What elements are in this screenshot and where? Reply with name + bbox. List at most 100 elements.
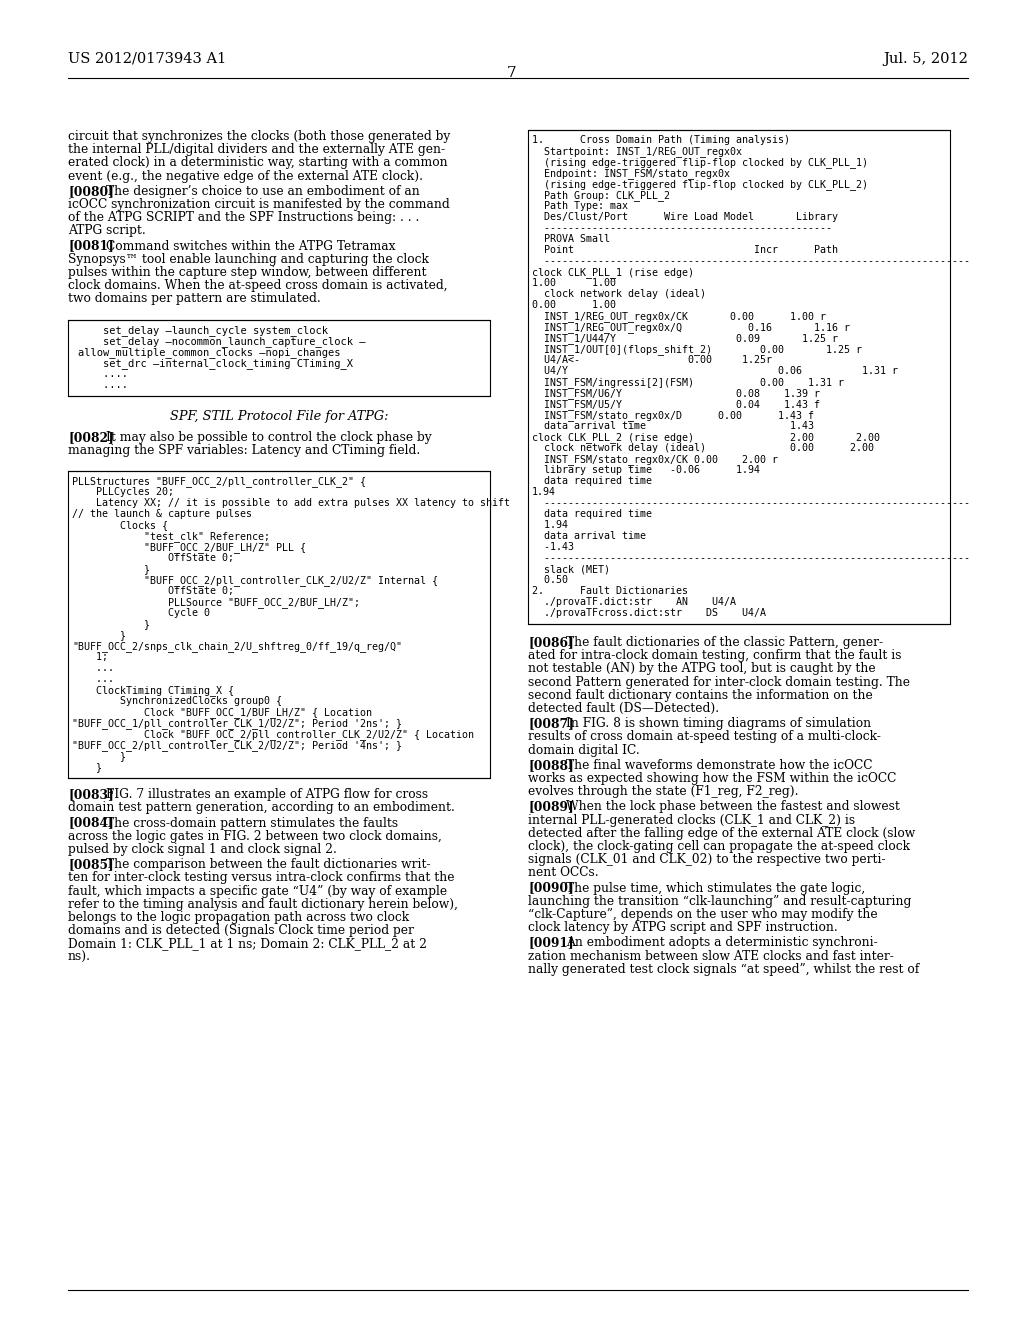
Text: In FIG. 8 is shown timing diagrams of simulation: In FIG. 8 is shown timing diagrams of si… [566, 717, 871, 730]
Text: (rising edge-triggered flip-flop clocked by CLK_PLL_2): (rising edge-triggered flip-flop clocked… [532, 180, 868, 190]
Text: second fault dictionary contains the information on the: second fault dictionary contains the inf… [528, 689, 872, 702]
Text: clock CLK_PLL_1 (rise edge): clock CLK_PLL_1 (rise edge) [532, 267, 694, 279]
Text: across the logic gates in FIG. 2 between two clock domains,: across the logic gates in FIG. 2 between… [68, 830, 442, 842]
Text: event (e.g., the negative edge of the external ATE clock).: event (e.g., the negative edge of the ex… [68, 169, 423, 182]
Text: [0083]: [0083] [68, 788, 114, 801]
Text: INST_1/OUT[0](flops_shift_2)        0.00       1.25 r: INST_1/OUT[0](flops_shift_2) 0.00 1.25 r [532, 345, 862, 355]
Text: "BUFF_OCC_2/pll_controller_CLK_2/U2/Z"; Period '4ns'; }: "BUFF_OCC_2/pll_controller_CLK_2/U2/Z"; … [72, 741, 402, 751]
Text: domain test pattern generation, according to an embodiment.: domain test pattern generation, accordin… [68, 801, 455, 814]
Text: clock network delay (ideal): clock network delay (ideal) [532, 289, 706, 300]
Text: 0.50: 0.50 [532, 576, 568, 585]
Text: slack (MET): slack (MET) [532, 564, 610, 574]
Text: -----------------------------------------------------------------------: ----------------------------------------… [532, 553, 970, 564]
Text: PLLCycles 20;: PLLCycles 20; [72, 487, 174, 498]
Text: 1.00      1.00: 1.00 1.00 [532, 279, 616, 288]
Text: not testable (AN) by the ATPG tool, but is caught by the: not testable (AN) by the ATPG tool, but … [528, 663, 876, 676]
Text: [0085]: [0085] [68, 858, 114, 871]
Text: pulsed by clock signal 1 and clock signal 2.: pulsed by clock signal 1 and clock signa… [68, 843, 337, 855]
Text: Startpoint: INST_1/REG_OUT_regx0x: Startpoint: INST_1/REG_OUT_regx0x [532, 147, 742, 157]
Text: signals (CLK_01 and CLK_02) to the respective two perti-: signals (CLK_01 and CLK_02) to the respe… [528, 853, 886, 866]
Text: library setup time   -0.06      1.94: library setup time -0.06 1.94 [532, 465, 760, 475]
Text: managing the SPF variables: Latency and CTiming field.: managing the SPF variables: Latency and … [68, 444, 420, 457]
Text: The final waveforms demonstrate how the icOCC: The final waveforms demonstrate how the … [566, 759, 872, 772]
Text: data required time: data required time [532, 510, 652, 519]
Text: ATPG script.: ATPG script. [68, 224, 145, 238]
Text: "BUFF_OCC_2/BUF_LH/Z" PLL {: "BUFF_OCC_2/BUF_LH/Z" PLL { [72, 543, 306, 553]
Text: Latency XX; // it is possible to add extra pulses XX latency to shift: Latency XX; // it is possible to add ext… [72, 498, 510, 508]
Text: Point                              Incr      Path: Point Incr Path [532, 246, 838, 255]
Text: zation mechanism between slow ATE clocks and fast inter-: zation mechanism between slow ATE clocks… [528, 949, 894, 962]
Text: Path Group: CLK_PLL_2: Path Group: CLK_PLL_2 [532, 190, 670, 201]
Text: refer to the timing analysis and fault dictionary herein below),: refer to the timing analysis and fault d… [68, 898, 458, 911]
Text: It may also be possible to control the clock phase by: It may also be possible to control the c… [106, 430, 432, 444]
Text: [0090]: [0090] [528, 882, 573, 895]
Text: ns).: ns). [68, 950, 91, 964]
Text: set_delay –launch_cycle system_clock: set_delay –launch_cycle system_clock [78, 325, 328, 335]
Text: "BUFF_OCC_1/pll_controller_CLK_1/U2/Z"; Period '2ns'; }: "BUFF_OCC_1/pll_controller_CLK_1/U2/Z"; … [72, 718, 402, 729]
Text: ....: .... [78, 380, 128, 389]
Text: The cross-domain pattern stimulates the faults: The cross-domain pattern stimulates the … [106, 817, 398, 829]
Text: 2.      Fault Dictionaries: 2. Fault Dictionaries [532, 586, 688, 597]
Text: two domains per pattern are stimulated.: two domains per pattern are stimulated. [68, 293, 321, 305]
Text: detected after the falling edge of the external ATE clock (slow: detected after the falling edge of the e… [528, 826, 915, 840]
Text: INST_FSM/ingressi[2](FSM)           0.00    1.31 r: INST_FSM/ingressi[2](FSM) 0.00 1.31 r [532, 378, 844, 388]
Text: set_drc –internal_clock_timing CTiming_X: set_drc –internal_clock_timing CTiming_X [78, 358, 353, 368]
Text: [0086]: [0086] [528, 636, 573, 649]
Text: FIG. 7 illustrates an example of ATPG flow for cross: FIG. 7 illustrates an example of ATPG fl… [106, 788, 428, 801]
Text: data arrival time: data arrival time [532, 531, 646, 541]
Text: OffState 0;: OffState 0; [72, 553, 234, 564]
Text: [0080]: [0080] [68, 185, 114, 198]
Text: detected fault (DS—Detected).: detected fault (DS—Detected). [528, 702, 719, 715]
Text: }: } [72, 751, 126, 762]
Text: ...: ... [72, 663, 114, 673]
Text: Synopsys™ tool enable launching and capturing the clock: Synopsys™ tool enable launching and capt… [68, 253, 429, 265]
Text: fault, which impacts a specific gate “U4” (by way of example: fault, which impacts a specific gate “U4… [68, 884, 447, 898]
Text: U4/A<-                  0.00     1.25r: U4/A<- 0.00 1.25r [532, 355, 772, 366]
Text: }: } [72, 762, 102, 772]
Text: [0091]: [0091] [528, 936, 573, 949]
Text: When the lock phase between the fastest and slowest: When the lock phase between the fastest … [566, 800, 900, 813]
Text: SynchronizedClocks group0 {: SynchronizedClocks group0 { [72, 696, 282, 706]
Text: set_delay –nocommon_launch_capture_clock –: set_delay –nocommon_launch_capture_clock… [78, 335, 366, 347]
Text: INST_FSM/stato_regx0x/CK 0.00    2.00 r: INST_FSM/stato_regx0x/CK 0.00 2.00 r [532, 454, 778, 465]
Text: INST_FSM/U5/Y                   0.04    1.43 f: INST_FSM/U5/Y 0.04 1.43 f [532, 399, 820, 411]
Text: icOCC synchronization circuit is manifested by the command: icOCC synchronization circuit is manifes… [68, 198, 450, 211]
Text: US 2012/0173943 A1: US 2012/0173943 A1 [68, 51, 226, 66]
Text: 7: 7 [507, 66, 517, 81]
Text: clock), the clock-gating cell can propagate the at-speed clock: clock), the clock-gating cell can propag… [528, 840, 910, 853]
Text: }: } [72, 630, 126, 640]
Text: results of cross domain at-speed testing of a multi-clock-: results of cross domain at-speed testing… [528, 730, 881, 743]
Text: -----------------------------------------------------------------------: ----------------------------------------… [532, 256, 970, 267]
Text: [0088]: [0088] [528, 759, 573, 772]
Bar [528, 129, 950, 624]
Text: }: } [72, 619, 150, 630]
Text: The designer’s choice to use an embodiment of an: The designer’s choice to use an embodime… [106, 185, 420, 198]
Text: ...: ... [72, 675, 114, 684]
Text: second Pattern generated for inter-clock domain testing. The: second Pattern generated for inter-clock… [528, 676, 910, 689]
Text: 0.00      1.00: 0.00 1.00 [532, 300, 616, 310]
Text: PLLStructures "BUFF_OCC_2/pll_controller_CLK_2" {: PLLStructures "BUFF_OCC_2/pll_controller… [72, 477, 366, 487]
Text: clock CLK_PLL_2 (rise edge)                2.00       2.00: clock CLK_PLL_2 (rise edge) 2.00 2.00 [532, 432, 880, 444]
Text: “clk-Capture”, depends on the user who may modify the: “clk-Capture”, depends on the user who m… [528, 908, 878, 921]
Text: Clock "BUFF_OCC_2/pll_controller_CLK_2/U2/Z" { Location: Clock "BUFF_OCC_2/pll_controller_CLK_2/U… [72, 729, 474, 741]
Text: "BUFF_OCC_2/pll_controller_CLK_2/U2/Z" Internal {: "BUFF_OCC_2/pll_controller_CLK_2/U2/Z" I… [72, 576, 438, 586]
Text: // the launch & capture pulses: // the launch & capture pulses [72, 510, 252, 519]
Text: of the ATPG SCRIPT and the SPF Instructions being: . . .: of the ATPG SCRIPT and the SPF Instructi… [68, 211, 420, 224]
Text: INST_1/REG_OUT_regx0x/CK       0.00      1.00 r: INST_1/REG_OUT_regx0x/CK 0.00 1.00 r [532, 312, 826, 322]
Text: (rising edge-triggered flip-flop clocked by CLK_PLL_1): (rising edge-triggered flip-flop clocked… [532, 157, 868, 168]
Text: "test_clk" Reference;: "test_clk" Reference; [72, 531, 270, 543]
Text: Clock "BUFF_OCC_1/BUF_LH/Z" { Location: Clock "BUFF_OCC_1/BUF_LH/Z" { Location [72, 708, 372, 718]
Text: ./provaTF.dict:str    AN    U4/A: ./provaTF.dict:str AN U4/A [532, 597, 736, 607]
Text: launching the transition “clk-launching” and result-capturing: launching the transition “clk-launching”… [528, 895, 911, 908]
Text: evolves through the state (F1_reg, F2_reg).: evolves through the state (F1_reg, F2_re… [528, 785, 799, 799]
Text: 1.      Cross Domain Path (Timing analysis): 1. Cross Domain Path (Timing analysis) [532, 135, 790, 145]
Text: ten for inter-clock testing versus intra-clock confirms that the: ten for inter-clock testing versus intra… [68, 871, 455, 884]
Text: }: } [72, 564, 150, 574]
Text: works as expected showing how the FSM within the icOCC: works as expected showing how the FSM wi… [528, 772, 896, 785]
Text: ./provaTFcross.dict:str    DS    U4/A: ./provaTFcross.dict:str DS U4/A [532, 609, 766, 618]
Text: -----------------------------------------------------------------------: ----------------------------------------… [532, 498, 970, 508]
Text: domain digital IC.: domain digital IC. [528, 743, 640, 756]
Text: [0082]: [0082] [68, 430, 114, 444]
Text: Cycle 0: Cycle 0 [72, 609, 210, 618]
Text: INST_FSM/U6/Y                   0.08    1.39 r: INST_FSM/U6/Y 0.08 1.39 r [532, 388, 820, 399]
